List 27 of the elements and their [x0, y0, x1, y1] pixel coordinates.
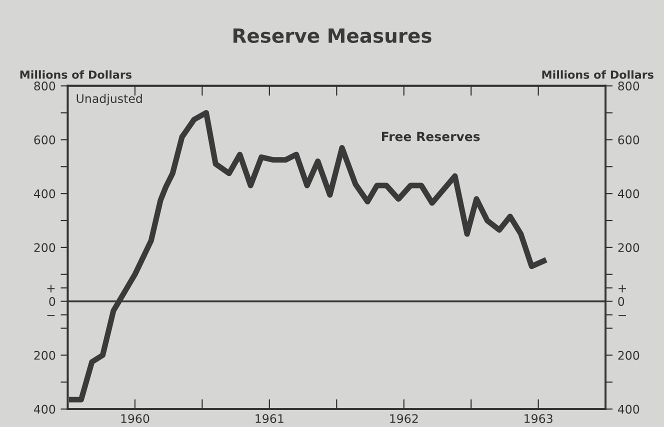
y-tick-label: −: [47, 315, 55, 316]
y-tick-label: 200: [34, 350, 56, 360]
text: Free Reserves: [382, 132, 480, 142]
y-axis-title: Millions of Dollars: [20, 70, 132, 79]
y2-tick-label: 400: [618, 404, 640, 414]
y2-tick-label: 400: [618, 189, 640, 198]
y-tick-label: 800: [34, 82, 56, 90]
y-tick-label: 600: [34, 135, 56, 144]
y-tick-label: 200: [34, 243, 56, 252]
chart-title: Reserve Measures: [234, 28, 432, 43]
y2-axis-title: Millions of Dollars: [542, 70, 654, 79]
y2-tick-label: 200: [618, 243, 640, 252]
y2-tick-label: +: [618, 284, 626, 292]
x-tick-label: 1960: [121, 414, 150, 424]
y-tick-label: +: [47, 284, 55, 292]
y2-tick-label: 600: [618, 135, 640, 144]
y-tick-label: 400: [34, 189, 56, 198]
y2-tick-label: 0: [618, 297, 624, 306]
x-tick-label: 1961: [256, 414, 284, 424]
x-tick-label: 1962: [390, 414, 418, 424]
y2-tick-label: 200: [618, 350, 640, 360]
y-tick-label: 0: [49, 297, 56, 306]
y2-tick-label: −: [618, 315, 626, 316]
y2-tick-label: 800: [618, 82, 640, 90]
annotation: Unadjusted: [76, 94, 142, 106]
y-tick-label: 400: [34, 404, 56, 414]
x-tick-label: 1963: [524, 414, 552, 424]
